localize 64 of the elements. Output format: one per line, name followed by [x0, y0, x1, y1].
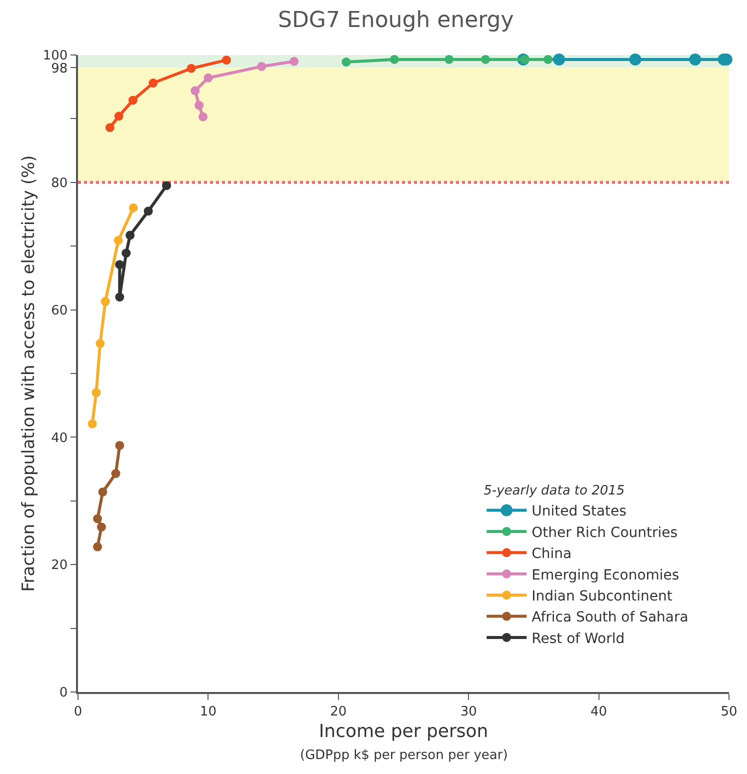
y-tick-label: 98	[51, 61, 68, 76]
x-tick-label: 30	[460, 704, 477, 720]
point	[115, 292, 124, 302]
point	[148, 78, 158, 88]
x-tick-label: 50	[720, 704, 738, 720]
point	[98, 487, 108, 496]
point	[520, 54, 530, 64]
point	[126, 230, 135, 240]
point	[93, 514, 102, 524]
point	[222, 56, 231, 65]
legend-label: Indian Subcontinent	[532, 588, 673, 605]
text: (GDPpp k$ per person per year)	[300, 748, 508, 763]
point	[198, 112, 208, 122]
y-tick-label: 20	[51, 558, 68, 574]
legend-label: Africa South of Sahara	[532, 610, 688, 626]
point	[162, 181, 172, 190]
point	[194, 100, 204, 110]
y-tick-label: 0	[59, 686, 68, 701]
point	[186, 64, 196, 73]
x-tick-label: 40	[590, 704, 608, 720]
point	[290, 56, 299, 66]
point	[122, 248, 131, 258]
point	[390, 54, 399, 64]
legend-title: 5-yearly data to 2015	[484, 484, 625, 499]
point	[105, 123, 114, 132]
point	[204, 73, 213, 82]
point	[481, 54, 490, 64]
point	[115, 440, 124, 450]
chart-title: SDG7 Enough energy	[278, 8, 514, 34]
x-axis-title: Income per person	[318, 720, 488, 742]
point	[92, 388, 101, 398]
point	[93, 542, 102, 552]
point	[111, 469, 120, 478]
point	[444, 54, 454, 64]
point	[128, 96, 138, 105]
point	[96, 522, 106, 532]
point	[689, 53, 702, 66]
legend-label: Emerging Economies	[532, 567, 680, 584]
point	[342, 58, 351, 67]
x-tick-label: 0	[74, 704, 82, 720]
point	[88, 419, 97, 428]
point	[115, 260, 124, 270]
point	[114, 112, 124, 121]
point	[553, 53, 566, 66]
legend-label: China	[532, 546, 572, 562]
legend-label: United States	[532, 504, 626, 520]
x-tick-label: 20	[330, 704, 347, 720]
point	[114, 236, 123, 245]
point	[100, 297, 110, 306]
legend-label: Other Rich Countries	[532, 524, 678, 541]
y-tick-label: 40	[51, 430, 68, 446]
point	[190, 86, 200, 96]
point	[544, 54, 553, 64]
x-tick-label: 10	[200, 704, 216, 720]
y-tick-label: 100	[42, 48, 68, 64]
y-tick-label: 60	[51, 303, 68, 318]
point	[144, 206, 153, 216]
point	[128, 203, 138, 212]
y-tick-label: 80	[51, 176, 68, 191]
legend-label: Rest of World	[532, 630, 625, 647]
point	[257, 62, 266, 71]
y-axis-title: Fraction of population with access to electricity (%)	[18, 155, 39, 592]
point	[629, 53, 642, 66]
point	[96, 339, 105, 348]
